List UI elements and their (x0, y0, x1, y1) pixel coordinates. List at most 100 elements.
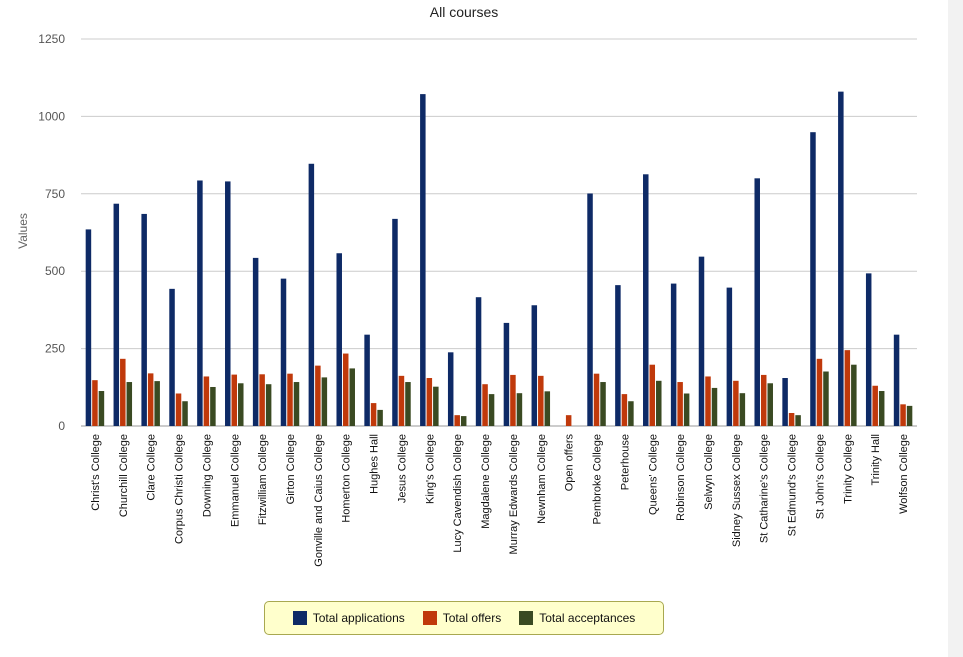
bar (593, 373, 600, 426)
bar (315, 365, 321, 426)
bar (92, 380, 98, 426)
bar (544, 391, 551, 426)
bar (460, 416, 467, 426)
bar (447, 352, 454, 426)
y-tick-label: 1250 (38, 32, 65, 46)
bar (739, 393, 746, 426)
x-tick-label: Fitzwilliam College (257, 434, 269, 525)
x-tick-label: Girton College (285, 434, 297, 504)
y-tick-labels: 0 250 500 750 1000 1250 (38, 32, 65, 433)
bar (683, 393, 690, 426)
legend-swatch-offers (422, 611, 437, 625)
bar (810, 132, 816, 426)
bar (154, 381, 160, 426)
bar (293, 382, 300, 426)
bar (252, 257, 259, 426)
bar (733, 380, 739, 426)
bar (210, 386, 216, 426)
bar (900, 404, 906, 426)
bar (711, 387, 718, 426)
bar (113, 203, 120, 426)
x-tick-label: St Catharine's College (759, 434, 771, 543)
bar (433, 386, 439, 426)
bar (906, 405, 913, 426)
bar (482, 384, 488, 426)
bar (656, 380, 662, 426)
x-tick-label: Selwyn College (703, 434, 715, 510)
bar (649, 364, 656, 426)
x-tick-label: St Edmund's College (787, 434, 799, 536)
bar (670, 283, 677, 426)
bar (280, 278, 287, 426)
bar (265, 384, 272, 426)
bar (538, 375, 544, 426)
bar (782, 378, 788, 426)
legend-item-offers: Total offers (422, 611, 501, 625)
bar (126, 382, 133, 426)
gridlines (81, 38, 917, 427)
x-tick-label: Robinson College (675, 434, 687, 521)
bar (420, 94, 426, 427)
legend-item-applications: Total applications (292, 611, 405, 625)
x-tick-label: Sidney Sussex College (731, 434, 743, 547)
legend-item-acceptances: Total acceptances (519, 611, 635, 625)
legend-label-applications: Total applications (312, 611, 405, 625)
bar (698, 256, 705, 426)
bar (621, 394, 628, 426)
x-tick-label: King's College (424, 434, 436, 504)
x-tick-label: Trinity Hall (870, 434, 882, 486)
x-tick-label: Queens' College (647, 434, 659, 515)
bar (838, 91, 844, 426)
bar (308, 163, 315, 426)
bar (726, 287, 733, 426)
bar (287, 373, 293, 426)
bar (677, 382, 683, 426)
chart-title: All courses (430, 4, 498, 20)
bar (705, 376, 711, 426)
bar (120, 358, 126, 426)
bar (238, 383, 244, 426)
x-tick-label: Jesus College (396, 434, 408, 503)
bar (565, 415, 572, 426)
bar (197, 180, 203, 426)
x-tick-label: St John's College (814, 434, 826, 519)
x-tick-label: Churchill College (118, 434, 130, 517)
y-tick-label: 750 (45, 187, 65, 201)
bar (795, 415, 801, 426)
bar (816, 358, 823, 426)
bar (643, 174, 649, 426)
bar (851, 364, 857, 426)
bar (398, 375, 405, 426)
bar (85, 229, 92, 426)
x-tick-label: Newnham College (536, 434, 548, 524)
bar (488, 394, 495, 426)
x-tick-label: Corpus Christi College (174, 434, 186, 544)
bar (754, 178, 760, 426)
bar (342, 353, 349, 426)
legend-swatch-acceptances (519, 611, 534, 625)
x-tick-label: Gonville and Caius College (313, 434, 325, 567)
bar (377, 409, 383, 426)
x-tick-label: Christ's College (90, 434, 102, 511)
bar (321, 377, 328, 426)
legend-label-acceptances: Total acceptances (539, 611, 636, 625)
x-tick-label: Open offers (564, 434, 576, 492)
x-tick-label: Trinity College (842, 434, 854, 504)
bar (587, 193, 593, 426)
x-tick-label: Homerton College (341, 434, 353, 523)
bar (878, 391, 885, 426)
bar (760, 374, 767, 426)
bar (336, 253, 342, 426)
x-tick-label: Emmanuel College (229, 434, 241, 527)
bar (349, 368, 355, 426)
bar (231, 374, 238, 426)
bar (370, 403, 377, 426)
bar (516, 393, 523, 426)
x-tick-label: Lucy Cavendish College (452, 434, 464, 553)
bar (169, 288, 175, 426)
x-tick-label: Peterhouse (619, 434, 631, 490)
bar (405, 382, 411, 426)
bar (98, 391, 105, 426)
bar (175, 393, 182, 426)
